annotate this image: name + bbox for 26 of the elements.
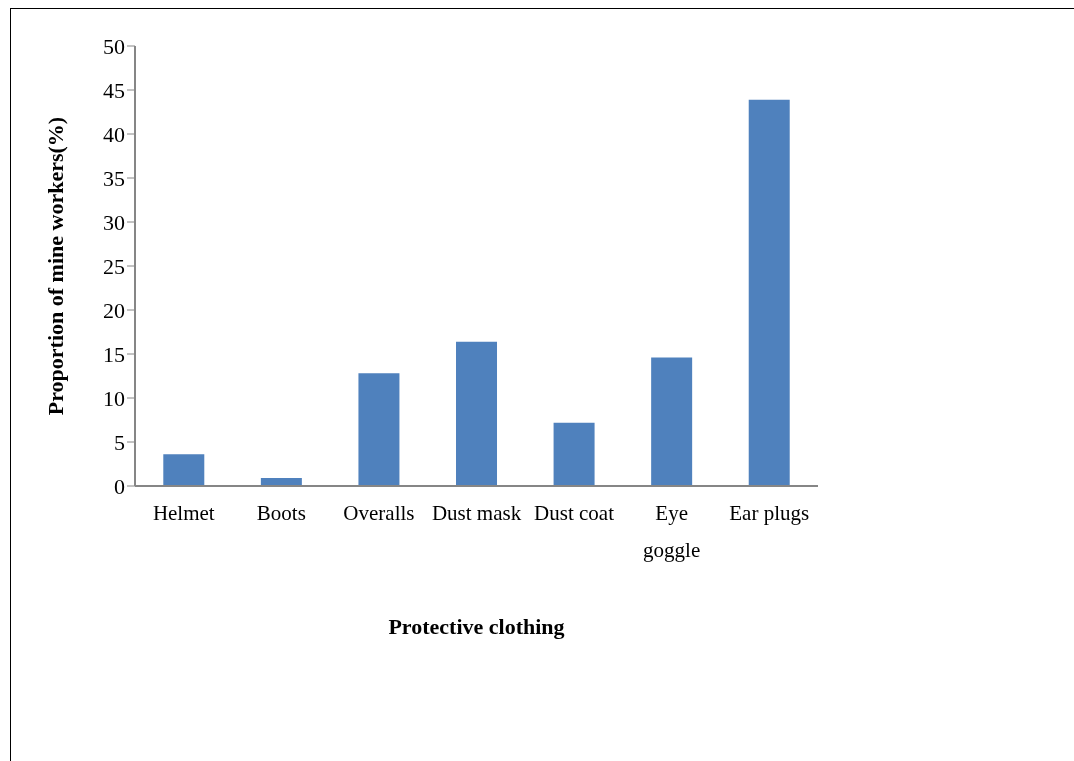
x-tick-label: Overalls xyxy=(343,501,415,525)
bar xyxy=(748,99,790,486)
y-tick-label: 15 xyxy=(103,341,125,367)
bar xyxy=(163,454,205,486)
y-tick-label: 30 xyxy=(103,209,125,235)
y-tick-label: 35 xyxy=(103,165,125,191)
x-tick-label: Ear plugs xyxy=(729,501,810,525)
bar xyxy=(651,357,693,486)
bar xyxy=(456,341,498,486)
y-tick-label: 50 xyxy=(103,33,125,59)
x-tick-label: Eye goggle xyxy=(643,501,701,562)
x-tick-label: Helmet xyxy=(152,501,215,525)
y-tick-label: 40 xyxy=(103,121,125,147)
x-axis-title: Protective clothing xyxy=(388,614,565,639)
y-axis-title: Proportion of mine workers(%) xyxy=(43,116,68,416)
y-tick-label: 45 xyxy=(103,77,125,103)
x-tick-label: Boots xyxy=(256,501,306,525)
y-tick-label: 25 xyxy=(103,253,125,279)
x-tick-label: Dust mask xyxy=(431,501,522,525)
y-tick-label: 5 xyxy=(114,429,125,455)
y-tick-label: 20 xyxy=(103,297,125,323)
y-tick-label: 0 xyxy=(114,473,125,499)
x-tick-label: Dust coat xyxy=(534,501,615,525)
y-tick-label: 10 xyxy=(103,385,125,411)
bar xyxy=(358,373,400,486)
bar xyxy=(553,422,595,486)
